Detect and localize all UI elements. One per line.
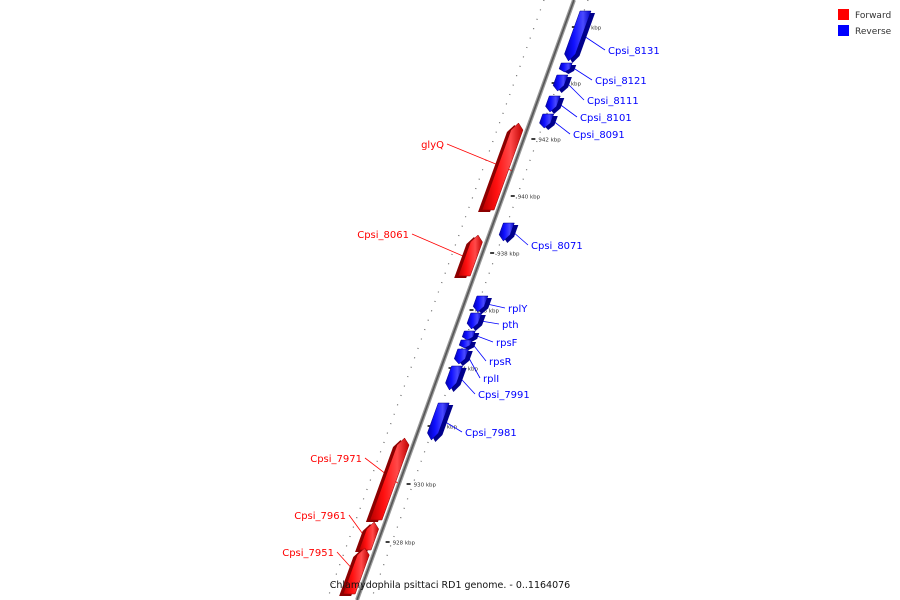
gene-arrow — [466, 312, 483, 330]
gene-label-cpsi-8101[interactable]: Cpsi_8101 — [580, 113, 632, 124]
tick-label: 946 kbp — [579, 26, 602, 32]
tick-label: 928 kbp — [393, 541, 416, 547]
gene-arrow — [539, 113, 555, 129]
gene-label-cpsi-7961[interactable]: Cpsi_7961 — [294, 511, 346, 522]
legend-reverse-swatch — [838, 25, 849, 36]
gene-cpsi-8091[interactable] — [539, 113, 558, 130]
gene-cpsi-7991[interactable] — [445, 365, 467, 392]
gene-label-pth[interactable]: pth — [502, 320, 519, 331]
gene-label-cpsi-8071[interactable]: Cpsi_8071 — [531, 241, 583, 252]
gene-cpsi-7971[interactable] — [365, 437, 410, 522]
gene-cpsi-8121[interactable] — [558, 62, 577, 74]
gene-label-cpsi-7991[interactable]: Cpsi_7991 — [478, 390, 530, 401]
legend-forward-label: Forward — [855, 11, 891, 21]
gene-label-cpsi-7971[interactable]: Cpsi_7971 — [310, 454, 362, 465]
tick-label: 938 kbp — [497, 252, 520, 258]
gene-arrow — [461, 330, 476, 341]
gene-leader-line — [552, 120, 571, 135]
gene-leader-line — [467, 356, 481, 379]
tick-label: 942 kbp — [538, 138, 561, 144]
gene-label-rpsf[interactable]: rpsF — [496, 338, 518, 349]
gene-cpsi-8061[interactable] — [454, 234, 483, 278]
gene-arrow — [369, 437, 410, 521]
gene-leader-line — [480, 320, 500, 325]
gene-label-cpsi-7981[interactable]: Cpsi_7981 — [465, 428, 517, 439]
tick-label: 932 kbp — [435, 425, 458, 431]
gene-arrow — [552, 74, 569, 92]
gene-rpsr[interactable] — [458, 339, 477, 350]
tick-label: 936 kbp — [477, 309, 500, 315]
gene-label-glyq[interactable]: glyQ — [421, 140, 444, 151]
gene-label-cpsi-7951[interactable]: Cpsi_7951 — [282, 548, 334, 559]
gene-cpsi-8131[interactable] — [564, 10, 596, 63]
gene-arrow — [481, 122, 524, 211]
gene-label-rply[interactable]: rplY — [508, 304, 528, 315]
gene-leader-line — [475, 335, 494, 343]
gene-leader-line — [572, 67, 593, 81]
scale-track-left — [326, 0, 545, 600]
gene-label-rpsr[interactable]: rpsR — [489, 357, 512, 368]
gene-leader-line — [444, 421, 463, 433]
gene-arrow — [558, 62, 573, 73]
tick-label: 944 kbp — [559, 82, 582, 88]
gene-rpli[interactable] — [453, 348, 473, 366]
legend-reverse-label: Reverse — [855, 27, 892, 37]
gene-rply[interactable] — [472, 295, 492, 314]
gene-label-cpsi-8091[interactable]: Cpsi_8091 — [573, 130, 625, 141]
tick-label: 934 kbp — [456, 367, 479, 373]
gene-leader-line — [472, 343, 487, 362]
gene-arrow — [545, 95, 561, 113]
gene-leader-line — [559, 103, 578, 118]
gene-cpsi-8111[interactable] — [552, 74, 572, 93]
gene-label-cpsi-8121[interactable]: Cpsi_8121 — [595, 76, 647, 87]
tick-label: 930 kbp — [414, 483, 437, 489]
gene-label-cpsi-8131[interactable]: Cpsi_8131 — [608, 46, 660, 57]
genome-caption: Chlamydophila psittaci RD1 genome. - 0..… — [330, 580, 570, 591]
gene-cpsi-7951[interactable] — [339, 547, 370, 596]
gene-cpsi-8101[interactable] — [545, 95, 565, 114]
gene-arrow — [498, 222, 515, 242]
gene-arrow — [342, 547, 370, 595]
gene-arrow — [453, 348, 470, 365]
genome-backbone-core — [356, 0, 575, 600]
gene-label-cpsi-8061[interactable]: Cpsi_8061 — [357, 230, 409, 241]
gene-arrow — [457, 234, 483, 277]
tick-label: 940 kbp — [518, 195, 541, 201]
gene-arrow — [445, 365, 463, 391]
gene-label-cpsi-8111[interactable]: Cpsi_8111 — [587, 96, 639, 107]
gene-cpsi-7981[interactable] — [427, 402, 454, 442]
gene-leader-line — [459, 377, 476, 395]
gene-leader-line — [411, 233, 472, 260]
gene-pth[interactable] — [466, 312, 486, 331]
gene-arrow — [458, 339, 473, 349]
gene-glyq[interactable] — [478, 122, 524, 212]
gene-label-rpli[interactable]: rplI — [483, 374, 499, 385]
gene-leader-line — [583, 35, 606, 51]
gene-leader-line — [486, 303, 506, 309]
legend: Forward Reverse — [838, 9, 892, 37]
legend-forward-swatch — [838, 9, 849, 20]
gene-leader-line — [512, 231, 529, 246]
gene-arrow — [472, 295, 489, 313]
gene-cpsi-8071[interactable] — [498, 222, 519, 243]
gene-arrow — [427, 402, 450, 441]
gene-arrow — [564, 10, 592, 62]
gene-leader-line — [566, 82, 585, 101]
